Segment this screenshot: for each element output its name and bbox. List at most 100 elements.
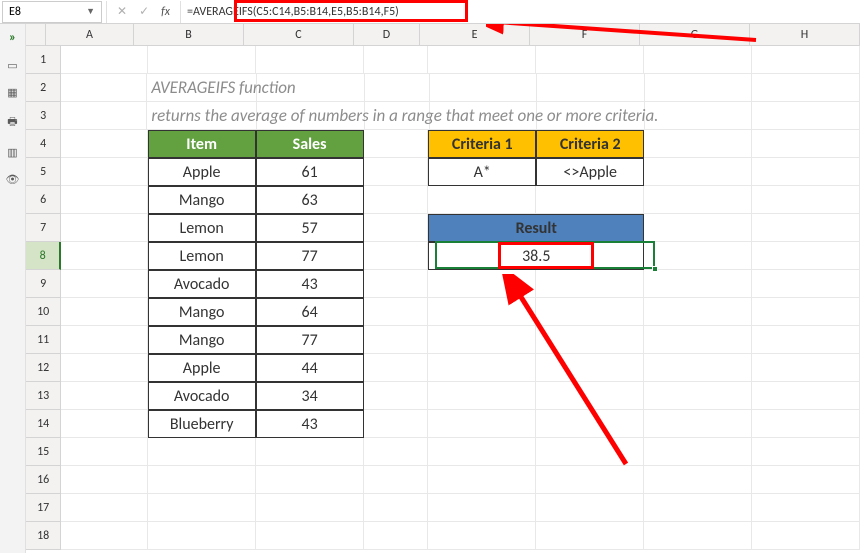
row-header-15[interactable]: 15 (26, 438, 61, 466)
cell-A9[interactable] (61, 270, 147, 298)
cell-G3[interactable] (645, 102, 753, 130)
row-header-6[interactable]: 6 (26, 186, 61, 214)
cell-E10[interactable] (428, 298, 536, 326)
cell-G14[interactable] (644, 410, 752, 438)
criteria-value-2[interactable]: <>Apple (536, 158, 644, 186)
cell-H3[interactable] (752, 102, 860, 130)
table-cell-sales-8[interactable]: 44 (256, 354, 364, 382)
cell-G10[interactable] (644, 298, 752, 326)
table-cell-item-7[interactable]: Mango (148, 326, 256, 354)
sidebar-icon-4[interactable]: ▥ (7, 146, 17, 159)
result-header[interactable]: Result (428, 214, 644, 242)
sidebar-icon-5[interactable]: 👁 (6, 173, 20, 186)
cell-H11[interactable] (752, 326, 860, 354)
row-header-10[interactable]: 10 (26, 298, 61, 326)
cell-H12[interactable] (752, 354, 860, 382)
row-header-17[interactable]: 17 (26, 494, 61, 522)
cell-E18[interactable] (428, 522, 536, 550)
table-cell-sales-5[interactable]: 43 (256, 270, 364, 298)
fill-handle[interactable] (652, 266, 658, 272)
row-header-5[interactable]: 5 (26, 158, 61, 186)
cell-D15[interactable] (364, 438, 429, 466)
table-cell-item-8[interactable]: Apple (148, 354, 256, 382)
cell-A16[interactable] (61, 466, 147, 494)
table-cell-sales-10[interactable]: 43 (256, 410, 364, 438)
cell-A8[interactable] (61, 242, 147, 270)
cell-A1[interactable] (61, 46, 147, 74)
cell-G12[interactable] (644, 354, 752, 382)
table-cell-item-1[interactable]: Apple (148, 158, 256, 186)
table-cell-item-4[interactable]: Lemon (148, 242, 256, 270)
cell-C18[interactable] (256, 522, 364, 550)
spreadsheet-grid[interactable]: ABCDEFGH 12AVERAGEIFS function3returns t… (26, 24, 860, 553)
cell-C17[interactable] (256, 494, 364, 522)
cell-G15[interactable] (644, 438, 752, 466)
cell-A15[interactable] (61, 438, 147, 466)
cell-E13[interactable] (428, 382, 536, 410)
sidebar-icon-3[interactable]: 🖶 (7, 113, 17, 132)
table-cell-item-2[interactable]: Mango (148, 186, 256, 214)
table-cell-item-5[interactable]: Avocado (148, 270, 256, 298)
table-cell-sales-6[interactable]: 64 (256, 298, 364, 326)
cell-F11[interactable] (536, 326, 644, 354)
cell-G5[interactable] (644, 158, 752, 186)
cell-H2[interactable] (752, 74, 860, 102)
cell-G9[interactable] (644, 270, 752, 298)
cell-H17[interactable] (752, 494, 860, 522)
cell-E6[interactable] (428, 186, 536, 214)
table-cell-item-9[interactable]: Avocado (148, 382, 256, 410)
cell-A4[interactable] (61, 130, 147, 158)
cell-A17[interactable] (61, 494, 147, 522)
cell-B17[interactable] (148, 494, 256, 522)
cell-D11[interactable] (364, 326, 429, 354)
cell-H5[interactable] (752, 158, 860, 186)
name-box[interactable]: E8 ▼ (2, 1, 102, 23)
fx-icon[interactable]: fx (161, 5, 170, 19)
cell-H15[interactable] (752, 438, 860, 466)
cell-E16[interactable] (428, 466, 536, 494)
cell-G8[interactable] (644, 242, 752, 270)
row-header-18[interactable]: 18 (26, 522, 61, 550)
cell-D10[interactable] (364, 298, 429, 326)
col-header-E[interactable]: E (420, 24, 530, 45)
cell-E17[interactable] (428, 494, 536, 522)
cell-F16[interactable] (536, 466, 644, 494)
table-cell-sales-9[interactable]: 34 (256, 382, 364, 410)
row-header-13[interactable]: 13 (26, 382, 61, 410)
criteria-header-1[interactable]: Criteria 1 (428, 130, 536, 158)
formula-input[interactable]: =AVERAGEIFS(C5:C14,B5:B14,E5,B5:B14,F5) (181, 1, 860, 23)
cell-G18[interactable] (644, 522, 752, 550)
row-header-1[interactable]: 1 (26, 46, 61, 74)
cell-E11[interactable] (428, 326, 536, 354)
cell-G11[interactable] (644, 326, 752, 354)
table-cell-sales-1[interactable]: 61 (256, 158, 364, 186)
cell-D13[interactable] (364, 382, 429, 410)
cell-H14[interactable] (752, 410, 860, 438)
cell-F15[interactable] (536, 438, 644, 466)
cell-D2[interactable] (365, 74, 430, 102)
cell-H18[interactable] (752, 522, 860, 550)
cell-B1[interactable] (148, 46, 256, 74)
cell-F2[interactable] (537, 74, 645, 102)
cell-G4[interactable] (644, 130, 752, 158)
cell-C16[interactable] (256, 466, 364, 494)
cell-C15[interactable] (256, 438, 364, 466)
table-cell-sales-3[interactable]: 57 (256, 214, 364, 242)
col-header-G[interactable]: G (640, 24, 750, 45)
sidebar-icon-1[interactable]: ▭ (7, 59, 17, 72)
cell-F18[interactable] (536, 522, 644, 550)
cell-C1[interactable] (256, 46, 364, 74)
cell-H10[interactable] (752, 298, 860, 326)
cell-E2[interactable] (430, 74, 538, 102)
cell-F14[interactable] (536, 410, 644, 438)
table-cell-item-3[interactable]: Lemon (148, 214, 256, 242)
cell-H1[interactable] (752, 46, 860, 74)
cell-A13[interactable] (61, 382, 147, 410)
cell-H9[interactable] (752, 270, 860, 298)
cell-F12[interactable] (536, 354, 644, 382)
cell-A3[interactable] (61, 102, 147, 130)
cell-A12[interactable] (61, 354, 147, 382)
expand-chevron-icon[interactable]: » (9, 30, 16, 45)
cell-A10[interactable] (61, 298, 147, 326)
col-header-B[interactable]: B (134, 24, 244, 45)
